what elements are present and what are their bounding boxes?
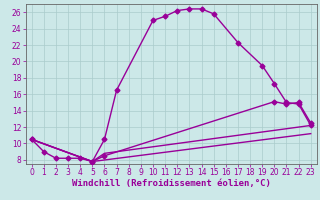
X-axis label: Windchill (Refroidissement éolien,°C): Windchill (Refroidissement éolien,°C) [72,179,271,188]
